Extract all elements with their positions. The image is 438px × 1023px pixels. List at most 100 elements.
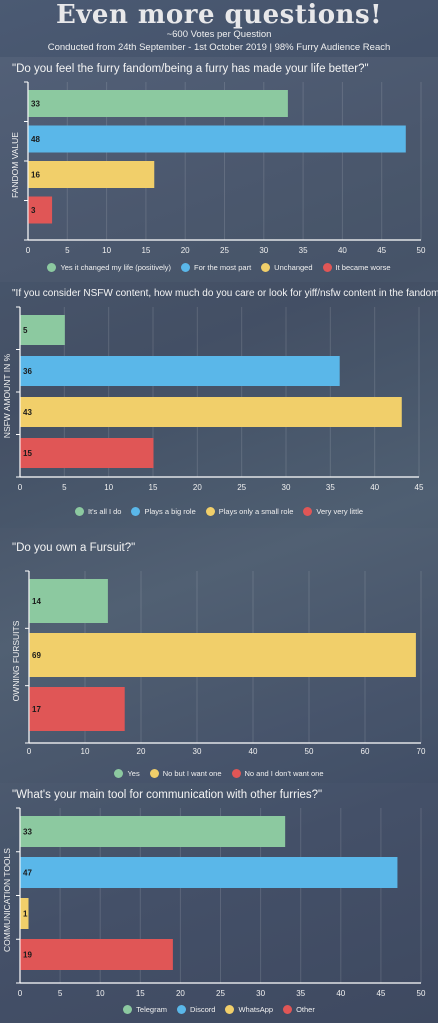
- bar-no-and-i-don-t-want-one: [29, 687, 125, 731]
- bar-discord: [20, 857, 398, 888]
- legend-label: Unchanged: [274, 263, 313, 272]
- bar-value-label: 14: [32, 597, 41, 606]
- legend-item: Plays only a small role: [205, 507, 294, 516]
- legend-label: Very very little: [316, 507, 364, 516]
- bar-other: [20, 939, 173, 970]
- chart-question: "Do you own a Fursuit?": [12, 542, 136, 554]
- legend-label: Plays a big role: [144, 507, 196, 516]
- x-tick-label: 30: [259, 246, 268, 255]
- chart-question: "What's your main tool for communication…: [12, 789, 323, 801]
- x-tick-label: 5: [58, 989, 63, 998]
- legend-swatch: [205, 507, 215, 516]
- y-axis-label: NSFW AMOUNT IN %: [2, 353, 12, 438]
- legend-label: Other: [296, 1005, 315, 1014]
- x-tick-label: 15: [149, 483, 158, 492]
- legend-swatch: [177, 1005, 187, 1014]
- x-tick-label: 50: [417, 246, 426, 255]
- votes-subtitle: ~600 Votes per Question: [166, 29, 272, 40]
- chart-legend: Yes it changed my life (positively) For t…: [0, 263, 438, 272]
- x-tick-label: 10: [81, 747, 90, 756]
- legend-item: Very very little: [303, 507, 363, 516]
- x-tick-label: 20: [176, 989, 185, 998]
- bar-unchanged: [28, 161, 155, 188]
- legend-label: Plays only a small role: [218, 507, 294, 516]
- legend-item: Unchanged: [261, 263, 313, 272]
- chart-legend: It's all I do Plays a big role Plays only …: [0, 507, 438, 516]
- x-tick-label: 10: [104, 483, 113, 492]
- bar-very-very-little: [20, 438, 154, 468]
- chart-question: "If you consider NSFW content, how much …: [12, 288, 438, 299]
- x-tick-label: 60: [361, 747, 370, 756]
- x-tick-label: 35: [326, 483, 335, 492]
- x-tick-label: 35: [296, 989, 305, 998]
- bar-value-label: 16: [31, 171, 40, 180]
- x-tick-label: 0: [18, 989, 23, 998]
- chart-legend: Telegram Discord WhatsApp Other: [0, 1005, 438, 1014]
- legend-swatch: [123, 1005, 133, 1014]
- x-tick-label: 40: [249, 747, 258, 756]
- legend-item: No but I want one: [149, 769, 222, 778]
- x-tick-label: 70: [417, 747, 426, 756]
- x-tick-label: 5: [65, 246, 70, 255]
- legend-item: Yes: [114, 769, 140, 778]
- legend-label: It became worse: [335, 263, 391, 272]
- bar-yes-it-changed-my-life-positively-: [28, 90, 288, 117]
- chart-question: "Do you feel the furry fandom/being a fu…: [12, 63, 369, 75]
- legend-item: It became worse: [322, 263, 391, 272]
- legend-swatch: [322, 263, 332, 272]
- legend-item: For the most part: [181, 263, 251, 272]
- chart-section-nsfw: "If you consider NSFW content, how much …: [0, 282, 438, 528]
- chart-section-fursuit: "Do you own a Fursuit?" 0 10 20 30 40 50 60 70 O…: [0, 528, 438, 783]
- x-tick-label: 45: [415, 483, 424, 492]
- bar-value-label: 36: [23, 367, 32, 376]
- legend-item: No and I don't want one: [231, 769, 324, 778]
- legend-swatch: [47, 263, 57, 272]
- bar-plays-only-a-small-role: [20, 397, 402, 427]
- x-tick-label: 15: [141, 246, 150, 255]
- bar-value-label: 33: [23, 828, 32, 837]
- page-title: Even more questions!: [55, 0, 382, 30]
- legend-item: Telegram: [123, 1005, 167, 1014]
- bar-telegram: [20, 816, 286, 847]
- x-tick-label: 40: [370, 483, 379, 492]
- legend-swatch: [131, 507, 141, 516]
- legend-label: Yes it changed my life (positively): [60, 263, 172, 272]
- x-tick-label: 35: [299, 246, 308, 255]
- x-tick-label: 25: [216, 989, 225, 998]
- bar-whatsapp: [20, 898, 29, 929]
- x-tick-label: 15: [136, 989, 145, 998]
- period-subtitle: Conducted from 24th September - 1st Octo…: [47, 42, 391, 53]
- bar-no-but-i-want-one: [29, 633, 416, 677]
- chart-section-communication: "What's your main tool for communication…: [0, 783, 438, 1023]
- x-tick-label: 50: [417, 989, 426, 998]
- chart-communication: 0 5 10 15 20 25 30 35 40 45 50 COMMUNICATION TOOLS 3…: [2, 807, 426, 998]
- x-tick-label: 5: [62, 483, 67, 492]
- legend-swatch: [225, 1005, 235, 1014]
- legend-label: Yes: [127, 769, 140, 778]
- bar-plays-a-big-role: [20, 356, 340, 386]
- legend-swatch: [261, 263, 271, 272]
- bar-value-label: 5: [23, 326, 28, 335]
- legend-item: Yes it changed my life (positively): [47, 263, 171, 272]
- bar-value-label: 43: [23, 408, 32, 417]
- legend-swatch: [114, 769, 124, 778]
- y-axis-label: COMMUNICATION TOOLS: [2, 848, 12, 952]
- x-tick-label: 45: [377, 246, 386, 255]
- legend-label: No and I don't want one: [244, 769, 324, 778]
- x-tick-label: 40: [336, 989, 345, 998]
- bar-value-label: 3: [31, 206, 36, 215]
- legend-item: Plays a big role: [131, 507, 196, 516]
- x-tick-label: 30: [282, 483, 291, 492]
- bar-value-label: 48: [31, 135, 40, 144]
- bar-value-label: 1: [23, 910, 28, 919]
- legend-item: Other: [283, 1005, 315, 1014]
- chart-nsfw: 0 5 10 15 20 25 30 35 40 45 NSFW AMOUNT IN % 5 36 43 1…: [2, 306, 424, 492]
- legend-swatch: [181, 263, 191, 272]
- x-tick-label: 10: [102, 246, 111, 255]
- legend-swatch: [149, 769, 159, 778]
- legend-swatch: [303, 507, 313, 516]
- y-axis-label: FANDOM VALUE: [10, 132, 20, 198]
- legend-label: No but I want one: [162, 769, 222, 778]
- bar-it-s-all-i-do: [20, 315, 65, 345]
- x-tick-label: 30: [193, 747, 202, 756]
